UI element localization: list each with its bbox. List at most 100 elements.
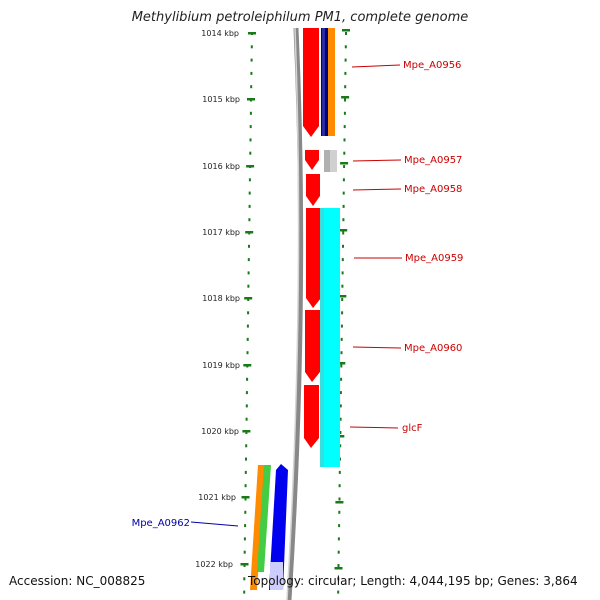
lower-genes — [250, 464, 288, 590]
gene-bar-orange[interactable] — [250, 465, 265, 590]
gene-label-glcf[interactable]: glcF — [402, 423, 423, 434]
scale-right-dot — [342, 218, 345, 222]
scale-left-dot — [244, 484, 247, 488]
scale-left-dot — [244, 497, 247, 501]
scale-right-dot — [339, 391, 342, 395]
scale-labels: 1014 kbp 1015 kbp 1016 kbp 1017 kbp 1018… — [195, 29, 240, 569]
kbp-label-1018: 1018 kbp — [202, 294, 240, 303]
scale-left-dot — [247, 311, 250, 315]
feature-navy-edge — [322, 28, 325, 136]
feature-lavender — [270, 562, 283, 590]
leader-mpe-a0962 — [190, 521, 239, 527]
scale-right-major-tick — [341, 96, 350, 99]
gene-label-mpe-a0956[interactable]: Mpe_A0956 — [403, 60, 461, 71]
gene-arrow-mpe-a0962[interactable] — [269, 464, 288, 590]
scale-right-dot — [342, 231, 345, 235]
kbp-label-1022: 1022 kbp — [195, 560, 233, 569]
scale-right-major-tick — [342, 29, 350, 32]
scale-right-dot — [341, 298, 344, 301]
accession-text: Accession: NC_008825 — [9, 574, 146, 588]
feature-gray-light — [330, 150, 337, 172]
feature-gray — [324, 150, 330, 172]
scale-right-dot — [341, 258, 344, 262]
scale-left-dot — [246, 324, 249, 328]
scale-left-major-tick — [243, 364, 252, 367]
scale-right-dot — [339, 404, 342, 408]
scale-left-dot — [249, 138, 252, 142]
scale-track-right — [334, 29, 350, 594]
leader-mpe-a0957 — [352, 159, 402, 162]
scale-left-dot — [245, 404, 248, 408]
scale-right-major-tick — [338, 295, 347, 298]
map-title: Methylibium petroleiphilum PM1, complete… — [131, 10, 469, 25]
scale-left-dot — [244, 524, 247, 528]
leader-mpe-a0956 — [351, 64, 401, 68]
scale-right-dot — [337, 577, 340, 581]
scale-track-left — [240, 32, 256, 594]
leader-mpe-a0960 — [352, 346, 402, 349]
scale-right-dot — [341, 284, 344, 288]
scale-right-dot — [338, 510, 341, 514]
scale-left-dot — [249, 151, 252, 155]
feature-track — [320, 28, 340, 467]
scale-right-major-tick — [334, 567, 343, 570]
gene-arrow-mpe-a0960[interactable] — [305, 310, 320, 382]
kbp-label-1020: 1020 kbp — [201, 427, 239, 436]
scale-right-dot — [337, 590, 340, 594]
genome-backbone — [286, 27, 304, 600]
scale-right-dot — [342, 244, 344, 248]
gene-label-mpe-a0959[interactable]: Mpe_A0959 — [405, 253, 463, 264]
gene-label-mpe-a0957[interactable]: Mpe_A0957 — [404, 155, 462, 166]
scale-right-major-tick — [340, 162, 349, 165]
gene-arrow-mpe-a0957[interactable] — [305, 150, 319, 170]
leader-glcf — [349, 426, 399, 429]
scale-left-dot — [244, 510, 247, 514]
scale-right-dot — [340, 377, 343, 381]
gene-label-mpe-a0960[interactable]: Mpe_A0960 — [404, 343, 462, 354]
gene-arrow-glcf[interactable] — [304, 385, 319, 448]
scale-left-dot — [247, 284, 250, 288]
scale-right-dot — [343, 125, 346, 129]
scale-right-dot — [344, 85, 347, 89]
scale-left-dot — [248, 204, 251, 208]
scale-right-dot — [340, 324, 343, 328]
scale-right-dot — [342, 178, 345, 182]
scale-right-dot — [340, 364, 343, 368]
scale-right-major-tick — [335, 501, 344, 504]
scale-right-dot — [344, 45, 347, 49]
scale-left-dot — [246, 377, 249, 381]
scale-left-dot — [245, 391, 248, 395]
scale-right-dot — [343, 151, 346, 155]
feature-cyan-edge — [320, 208, 324, 467]
feature-cyan — [320, 208, 340, 467]
scale-left-dot — [250, 85, 253, 89]
scale-right-dot — [339, 417, 342, 421]
leader-mpe-a0958 — [352, 188, 402, 191]
gene-label-mpe-a0958[interactable]: Mpe_A0958 — [404, 184, 462, 195]
scale-right-dot — [343, 138, 346, 142]
scale-right-dot — [344, 98, 346, 102]
gene-bar-green[interactable] — [257, 465, 271, 572]
scale-left-dot — [248, 178, 251, 182]
scale-left-dot — [250, 58, 253, 62]
scale-right-dot — [344, 58, 347, 62]
kbp-label-1016: 1016 kbp — [202, 162, 240, 171]
kbp-label-1019: 1019 kbp — [202, 361, 240, 370]
scale-left-dot — [245, 457, 247, 461]
scale-left-major-tick — [245, 231, 254, 234]
kbp-label-1017: 1017 kbp — [202, 228, 240, 237]
gene-arrow-mpe-a0958[interactable] — [306, 174, 320, 206]
gene-label-mpe-a0962[interactable]: Mpe_A0962 — [132, 518, 190, 529]
scale-left-dot — [247, 258, 250, 262]
gene-arrow-mpe-a0959[interactable] — [306, 208, 321, 308]
scale-left-major-tick — [241, 496, 250, 499]
scale-right-dot — [337, 550, 340, 554]
kbp-label-1014: 1014 kbp — [201, 29, 239, 38]
scale-left-major-tick — [247, 98, 255, 101]
kbp-label-1015: 1015 kbp — [202, 95, 240, 104]
feature-orange — [328, 28, 335, 136]
scale-right-dot — [338, 484, 341, 488]
scale-right-dot — [339, 431, 342, 434]
gene-arrow-mpe-a0956[interactable] — [303, 28, 319, 137]
